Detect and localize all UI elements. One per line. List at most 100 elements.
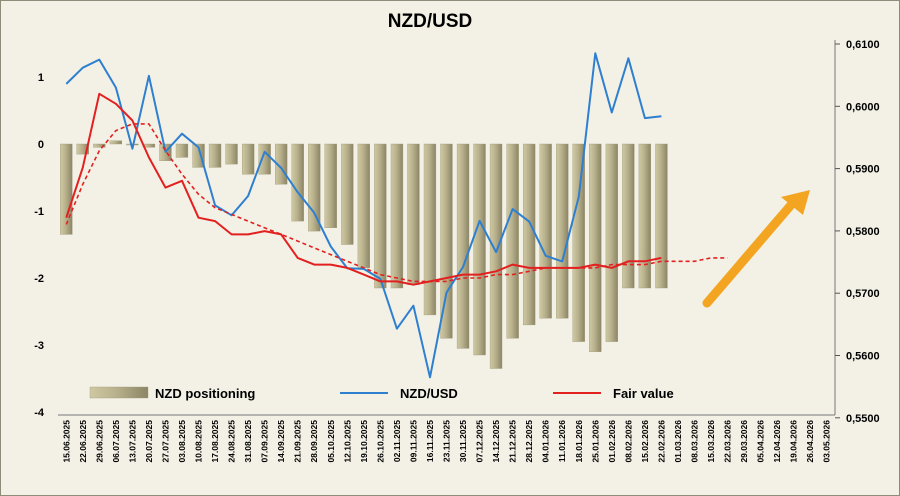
x-tick-label: 08.02.2026 bbox=[623, 420, 633, 463]
x-tick-label: 02.11.2025 bbox=[392, 420, 402, 462]
x-tick-label: 12.10.2025 bbox=[342, 420, 352, 463]
x-tick-label: 29.06.2025 bbox=[94, 420, 104, 463]
left-tick-label: -4 bbox=[34, 407, 45, 419]
x-tick-label: 22.06.2025 bbox=[78, 420, 88, 463]
x-tick-label: 19.10.2025 bbox=[359, 420, 369, 463]
bar bbox=[258, 143, 271, 175]
bar bbox=[93, 143, 106, 148]
bar bbox=[308, 143, 321, 232]
left-tick-label: 1 bbox=[38, 72, 44, 84]
bar bbox=[76, 143, 89, 155]
x-tick-label: 05.10.2025 bbox=[326, 420, 336, 463]
x-tick-label: 14.09.2025 bbox=[276, 420, 286, 463]
x-tick-label: 18.01.2026 bbox=[574, 420, 584, 463]
bar bbox=[291, 143, 304, 222]
legend-label: NZD/USD bbox=[400, 386, 458, 401]
x-tick-label: 13.07.2025 bbox=[127, 420, 137, 463]
x-tick-label: 27.07.2025 bbox=[161, 420, 171, 463]
x-tick-label: 28.12.2025 bbox=[524, 420, 534, 463]
x-tick-label: 07.09.2025 bbox=[260, 420, 270, 463]
x-tick-label: 16.11.2025 bbox=[425, 420, 435, 462]
trend-arrow bbox=[702, 190, 810, 308]
x-tick-label: 10.08.2025 bbox=[194, 420, 204, 463]
x-tick-label: 25.01.2026 bbox=[590, 420, 600, 463]
bar bbox=[572, 143, 585, 342]
x-tick-label: 14.12.2025 bbox=[491, 420, 501, 463]
bar bbox=[655, 143, 668, 289]
bar bbox=[622, 143, 635, 289]
legend-label: Fair value bbox=[613, 386, 674, 401]
legend: NZD positioning NZD/USD Fair value bbox=[89, 386, 674, 401]
bar bbox=[638, 143, 652, 289]
x-tick-label: 09.11.2025 bbox=[408, 420, 418, 462]
bar-series bbox=[60, 140, 668, 369]
arrow-head bbox=[781, 190, 810, 215]
x-tick-label: 04.01.2026 bbox=[541, 420, 551, 463]
x-tick-label: 12.04.2026 bbox=[772, 420, 782, 463]
bar bbox=[225, 143, 238, 165]
x-tick-label: 21.12.2025 bbox=[508, 420, 518, 463]
x-tick-label: 15.06.2025 bbox=[61, 420, 71, 463]
x-tick-label: 15.03.2026 bbox=[706, 420, 716, 463]
x-tick-label: 01.02.2026 bbox=[607, 420, 617, 463]
bar bbox=[605, 143, 619, 342]
legend-label: NZD positioning bbox=[155, 386, 255, 401]
x-tick-label: 19.04.2026 bbox=[789, 420, 799, 463]
bar bbox=[489, 143, 503, 369]
bar bbox=[374, 143, 387, 289]
bar bbox=[473, 143, 486, 356]
x-tick-label: 01.03.2026 bbox=[673, 420, 683, 463]
bar bbox=[440, 143, 453, 339]
bar bbox=[523, 143, 536, 326]
x-tick-label: 15.02.2026 bbox=[640, 420, 650, 463]
x-tick-label: 22.02.2026 bbox=[656, 420, 666, 463]
x-tick-label: 23.11.2025 bbox=[442, 420, 452, 462]
bar bbox=[208, 143, 222, 168]
x-tick-label: 26.04.2026 bbox=[805, 420, 815, 463]
x-tick-label: 03.05.2026 bbox=[822, 420, 832, 463]
chart-title: NZD/USD bbox=[388, 11, 472, 32]
right-tick-label: 0,6000 bbox=[846, 101, 880, 113]
left-tick-label: -2 bbox=[34, 273, 44, 285]
right-tick-label: 0,5800 bbox=[846, 226, 880, 238]
x-tick-label: 21.09.2025 bbox=[293, 420, 303, 463]
bar bbox=[324, 143, 337, 229]
x-tick-label: 26.10.2025 bbox=[375, 420, 385, 463]
x-tick-label: 20.07.2025 bbox=[144, 420, 154, 463]
right-tick-label: 0,5900 bbox=[846, 164, 880, 176]
bar bbox=[175, 143, 189, 158]
legend-swatch-bar bbox=[89, 386, 149, 399]
left-tick-label: 0 bbox=[38, 139, 44, 151]
x-tick-label: 31.08.2025 bbox=[243, 420, 253, 463]
x-tick-label: 11.01.2026 bbox=[557, 420, 567, 462]
x-tick-label: 08.03.2026 bbox=[690, 420, 700, 463]
bar bbox=[589, 143, 602, 352]
left-tick-label: -3 bbox=[34, 340, 44, 352]
bar bbox=[60, 143, 73, 235]
x-tick-label: 30.11.2025 bbox=[458, 420, 468, 462]
bar bbox=[539, 143, 552, 319]
bar bbox=[192, 143, 205, 168]
bar bbox=[275, 143, 288, 185]
bar bbox=[390, 143, 404, 289]
arrow-shaft bbox=[702, 200, 796, 308]
right-tick-label: 0,5500 bbox=[846, 413, 880, 425]
bar bbox=[506, 143, 519, 339]
series-line bbox=[65, 123, 728, 283]
x-tick-label: 28.09.2025 bbox=[309, 420, 319, 463]
bar bbox=[109, 140, 123, 145]
x-tick-label: 06.07.2025 bbox=[111, 420, 121, 463]
bar bbox=[456, 143, 470, 349]
bar bbox=[341, 143, 354, 245]
bar bbox=[241, 143, 255, 175]
x-axis: 15.06.2025 22.06.2025 29.06.2025 06.07.2025… bbox=[61, 420, 831, 463]
x-tick-label: 03.08.2025 bbox=[177, 420, 187, 463]
bar bbox=[423, 143, 437, 316]
line-series bbox=[65, 52, 728, 379]
series-line bbox=[65, 52, 662, 379]
right-tick-label: 0,5700 bbox=[846, 288, 880, 300]
right-tick-label: 0,6100 bbox=[846, 39, 880, 51]
x-tick-label: 22.03.2026 bbox=[723, 420, 733, 463]
bar bbox=[407, 143, 420, 285]
